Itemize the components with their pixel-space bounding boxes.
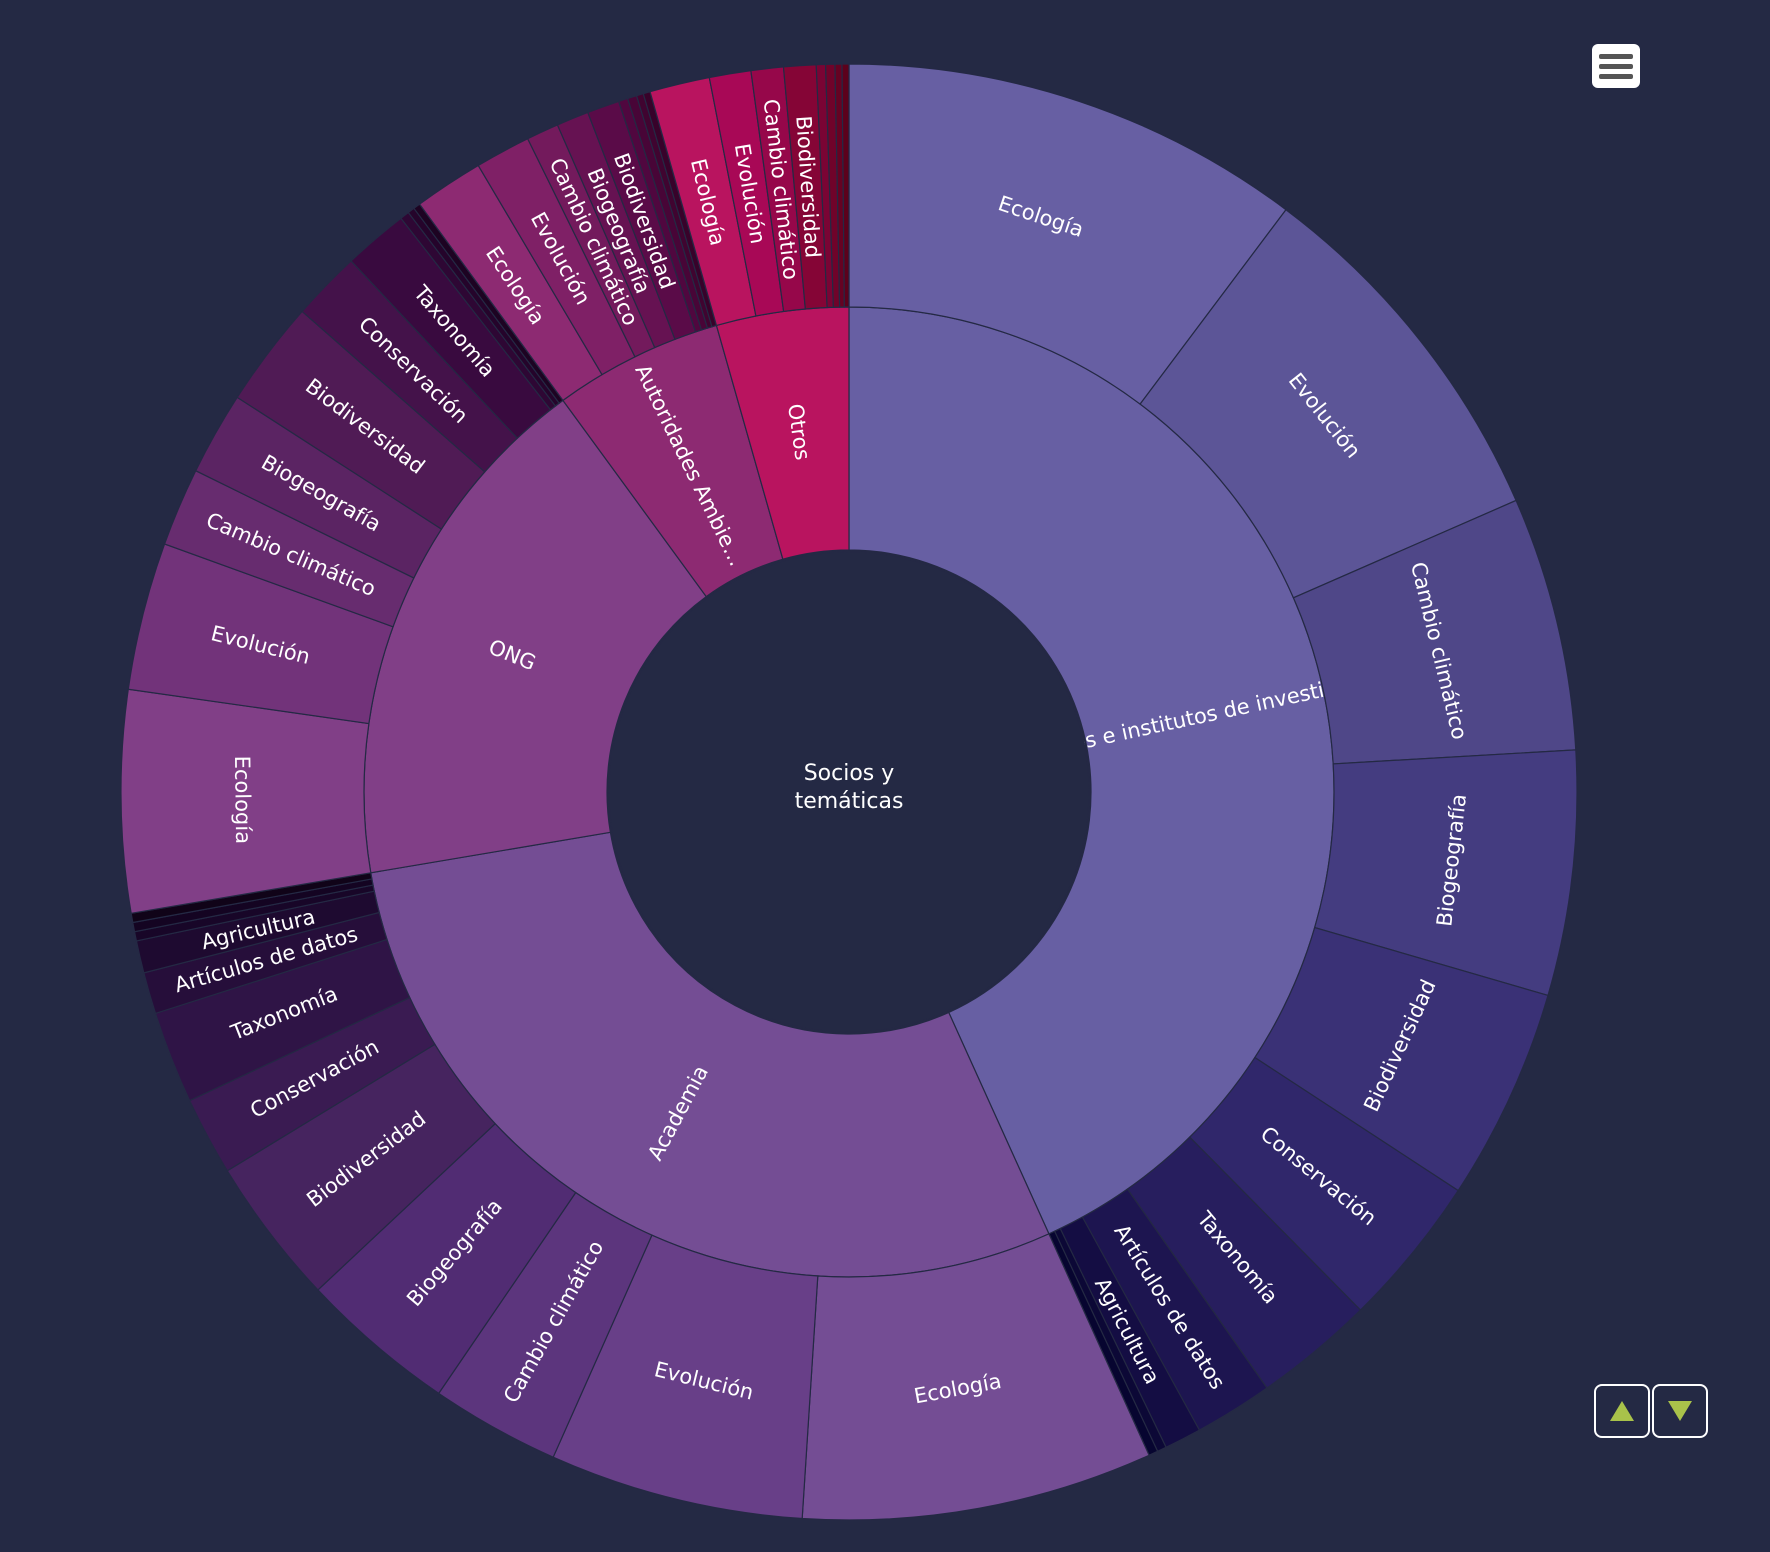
segment-ong-ecologia-label: Ecología	[230, 755, 255, 844]
scroll-down-button[interactable]	[1652, 1384, 1708, 1438]
triangle-down-icon	[1668, 1401, 1692, 1421]
scroll-up-button[interactable]	[1594, 1384, 1650, 1438]
triangle-up-icon	[1610, 1401, 1634, 1421]
sunburst-center: Socios y temáticas	[608, 551, 1090, 1033]
hamburger-menu-icon	[1599, 53, 1633, 59]
hamburger-menu-icon	[1599, 73, 1633, 79]
chart-menu-button[interactable]	[1592, 44, 1640, 88]
center-label: Socios y temáticas	[795, 761, 904, 814]
center-label-line: temáticas	[795, 789, 904, 814]
hamburger-menu-icon	[1599, 63, 1633, 69]
segment-otros-other-7[interactable]	[841, 63, 850, 308]
center-label-line: Socios y	[804, 761, 895, 786]
